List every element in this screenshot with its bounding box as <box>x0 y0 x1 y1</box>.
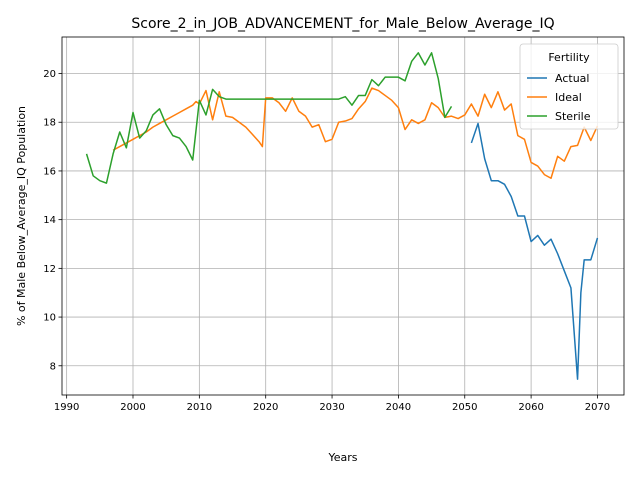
series-line-ideal <box>112 87 599 179</box>
legend-title: Fertility <box>548 51 590 64</box>
series-line-actual <box>470 122 599 380</box>
y-tick-label: 20 <box>43 69 56 80</box>
y-axis-label: % of Male Below_Average_IQ Population <box>15 106 28 326</box>
chart-title: Score_2_in_JOB_ADVANCEMENT_for_Male_Belo… <box>131 16 554 32</box>
legend-items: Actual Ideal Sterile <box>527 72 591 123</box>
y-tick-label: 18 <box>43 118 56 129</box>
x-tick-label: 2060 <box>518 402 543 413</box>
x-tick-label: 2010 <box>187 402 212 413</box>
series-line-sterile <box>85 52 453 184</box>
legend: Fertility Actual Ideal Sterile <box>519 43 619 130</box>
y-tick-label: 8 <box>50 361 56 372</box>
x-tick-label: 2020 <box>253 402 278 413</box>
x-tick-label: 2030 <box>319 402 344 413</box>
legend-label-actual: Actual <box>555 72 589 85</box>
y-tick-label: 10 <box>43 313 56 324</box>
x-tick-label: 2000 <box>120 402 145 413</box>
y-tick-label: 14 <box>43 215 56 226</box>
legend-label-ideal: Ideal <box>555 91 582 104</box>
x-tick-label: 2050 <box>452 402 477 413</box>
series-lines <box>85 52 599 380</box>
x-tick-label: 2040 <box>386 402 411 413</box>
legend-label-sterile: Sterile <box>555 110 591 123</box>
x-tick-label: 1990 <box>54 402 79 413</box>
plot-frame <box>61 36 625 396</box>
x-axis-label: Years <box>327 451 357 464</box>
x-tick-label: 2070 <box>585 402 610 413</box>
axis-ticks: 1990 2000 2010 2020 2030 2040 2050 2060 2070 8 10 1… <box>43 69 610 413</box>
y-tick-label: 12 <box>43 264 56 275</box>
y-tick-label: 16 <box>43 166 56 177</box>
legend-box <box>519 43 619 130</box>
